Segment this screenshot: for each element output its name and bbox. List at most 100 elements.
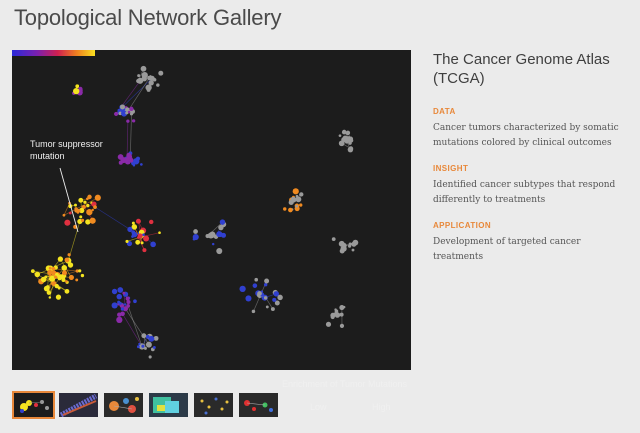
network-node <box>148 335 155 342</box>
network-node <box>245 295 252 302</box>
network-node <box>270 307 275 312</box>
section-label: DATA <box>433 107 456 116</box>
network-node <box>51 277 55 282</box>
network-node <box>334 308 337 311</box>
network-node <box>75 278 79 282</box>
network-node <box>342 305 346 309</box>
page-title: Topological Network Gallery <box>14 5 282 30</box>
network-node <box>81 204 86 209</box>
network-node <box>131 224 138 230</box>
network-node <box>140 65 147 72</box>
network-node <box>76 208 81 213</box>
network-node <box>75 84 80 88</box>
network-node <box>111 288 118 295</box>
section-text: Cancer tumors characterized by somatic m… <box>433 123 619 148</box>
thumbnail-5[interactable] <box>192 391 235 419</box>
network-node <box>142 248 147 253</box>
legend-low-label: Low <box>310 402 327 412</box>
network-node <box>125 239 129 243</box>
network-node <box>192 237 196 241</box>
network-node <box>274 300 280 306</box>
network-node <box>352 239 359 246</box>
network-node <box>283 207 287 211</box>
info-title: The Cancer Genome Atlas (TCGA) <box>433 51 610 87</box>
network-node <box>120 104 126 110</box>
network-node <box>263 283 268 287</box>
network-node <box>205 234 210 239</box>
network-node <box>137 77 144 84</box>
network-visualization[interactable]: Tumor suppressor mutation Enrichment of … <box>12 50 411 412</box>
network-node <box>78 269 82 273</box>
network-node <box>117 287 124 293</box>
network-node <box>93 205 97 209</box>
network-node <box>51 266 56 271</box>
network-node <box>68 274 74 281</box>
network-node <box>347 146 354 153</box>
network-node <box>80 273 85 278</box>
thumbnail-3[interactable] <box>102 391 145 419</box>
network-node <box>39 280 42 284</box>
network-node <box>339 323 345 328</box>
network-node <box>146 88 151 92</box>
legend-title: Enrichment of Tumor Mutations <box>282 379 408 389</box>
network-node <box>53 275 58 279</box>
network-node <box>345 130 351 136</box>
network-node <box>54 283 59 289</box>
network-node <box>129 106 134 112</box>
network-node <box>67 262 74 268</box>
network-node <box>156 83 160 87</box>
network-node <box>65 280 68 283</box>
network-node <box>123 303 127 306</box>
network-node <box>83 200 87 204</box>
network-node <box>30 269 35 274</box>
section-label: APPLICATION <box>433 221 492 230</box>
network-node <box>138 342 141 346</box>
network-node <box>152 77 157 82</box>
callout-label: Tumor suppressor mutation <box>30 138 130 162</box>
network-node <box>135 239 141 245</box>
network-node <box>141 344 145 348</box>
network-node <box>62 213 66 217</box>
network-node <box>338 140 345 147</box>
network-node <box>239 285 246 293</box>
network-node <box>277 294 283 301</box>
network-node <box>335 313 339 317</box>
network-node <box>216 248 223 255</box>
network-node <box>47 269 53 276</box>
callout-line-1: Tumor suppressor <box>30 139 103 149</box>
network-node <box>145 334 150 339</box>
network-node <box>57 256 64 262</box>
network-node <box>86 203 90 208</box>
network-node <box>125 111 129 115</box>
network-node <box>331 237 336 242</box>
network-node <box>141 333 147 339</box>
network-node <box>153 335 159 341</box>
network-node <box>131 221 135 225</box>
network-node <box>147 75 151 79</box>
info-section-insight: INSIGHT Identified cancer subtypes that … <box>433 163 633 208</box>
network-node <box>94 194 101 201</box>
network-node <box>341 129 347 135</box>
network-node <box>117 154 124 160</box>
callout-line-2: mutation <box>30 151 65 161</box>
section-text: Identified cancer subtypes that respond … <box>433 180 616 205</box>
thumbnail-tcga[interactable] <box>12 391 55 419</box>
network-node <box>148 80 154 86</box>
thumbnail-4[interactable] <box>147 391 190 419</box>
network-node <box>78 86 83 91</box>
section-text: Development of targeted cancer treatment… <box>433 237 581 262</box>
network-node <box>124 157 130 163</box>
network-node <box>339 304 345 311</box>
network-node <box>116 293 123 300</box>
network-node <box>85 219 91 225</box>
thumbnail-2[interactable] <box>57 391 100 419</box>
network-node <box>74 207 78 211</box>
network-node <box>64 257 70 263</box>
network-node <box>135 218 141 224</box>
network-node <box>295 196 302 203</box>
network-node <box>158 70 164 76</box>
network-node <box>150 241 156 248</box>
thumbnail-6[interactable] <box>237 391 280 419</box>
network-node <box>219 219 226 225</box>
network-node <box>74 203 77 207</box>
